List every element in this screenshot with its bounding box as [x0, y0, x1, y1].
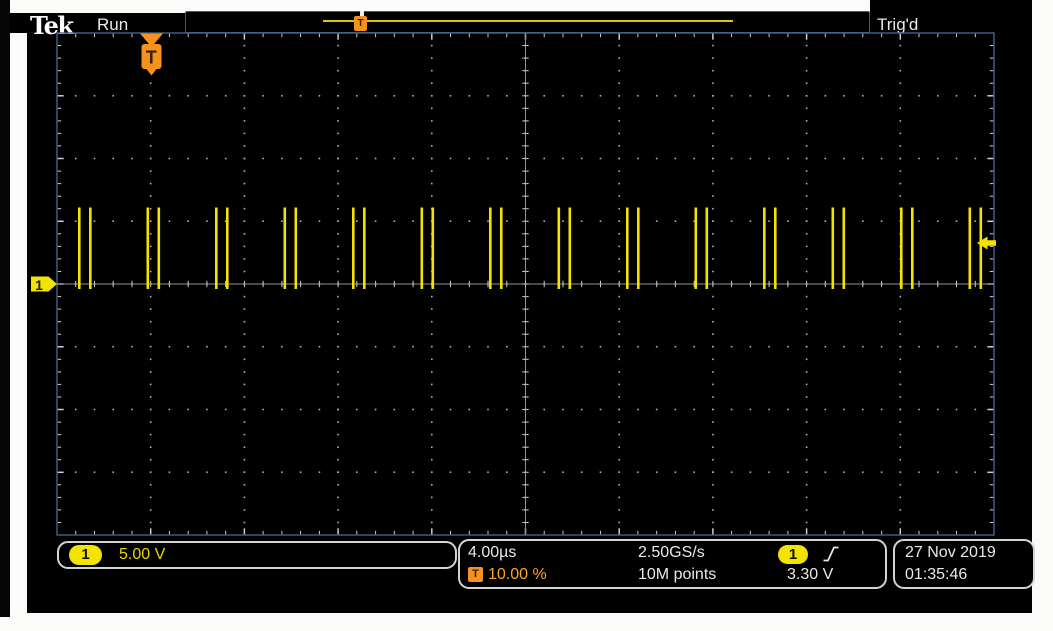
trigger-status: Trig'd	[877, 15, 919, 34]
record-view-waveform-line	[323, 20, 733, 22]
record-trigger-t-icon: T	[354, 16, 367, 31]
record-trigger-flag-tip-icon	[360, 11, 364, 17]
rising-edge-slope-icon	[823, 546, 839, 562]
trigger-position-percent: 10.00 %	[488, 566, 547, 583]
datetime-readout-box: 27 Nov 2019 01:35:46	[893, 539, 1035, 589]
acquisition-status: Run	[97, 15, 129, 34]
channel1-readout-box: 1 5.00 V	[57, 541, 457, 569]
sample-rate: 2.50GS/s	[638, 544, 705, 561]
time-per-division: 4.00µs	[468, 544, 517, 561]
time-value: 01:35:46	[905, 566, 968, 583]
horizontal-trigger-readout-box: 4.00µs 2.50GS/s 1 T 10.00 % 10M points 3…	[458, 539, 887, 589]
date-value: 27 Nov 2019	[905, 544, 996, 561]
left-black-sliver	[0, 0, 10, 617]
top-right-bezel	[870, 0, 1032, 13]
channel1-vertical-scale: 5.00 V	[119, 546, 166, 563]
record-view-trigger-marker[interactable]: T	[354, 11, 368, 32]
trigger-t-icon: T	[468, 567, 483, 582]
tek-logo: Tek	[30, 11, 74, 40]
trigger-source-badge: 1	[778, 545, 808, 564]
oscilloscope-screen	[9, 13, 1032, 613]
record-length: 10M points	[638, 566, 717, 583]
trigger-level-value: 3.30 V	[787, 566, 834, 583]
record-view-bar	[185, 11, 870, 33]
left-margin	[10, 33, 27, 613]
channel1-badge: 1	[69, 545, 102, 565]
